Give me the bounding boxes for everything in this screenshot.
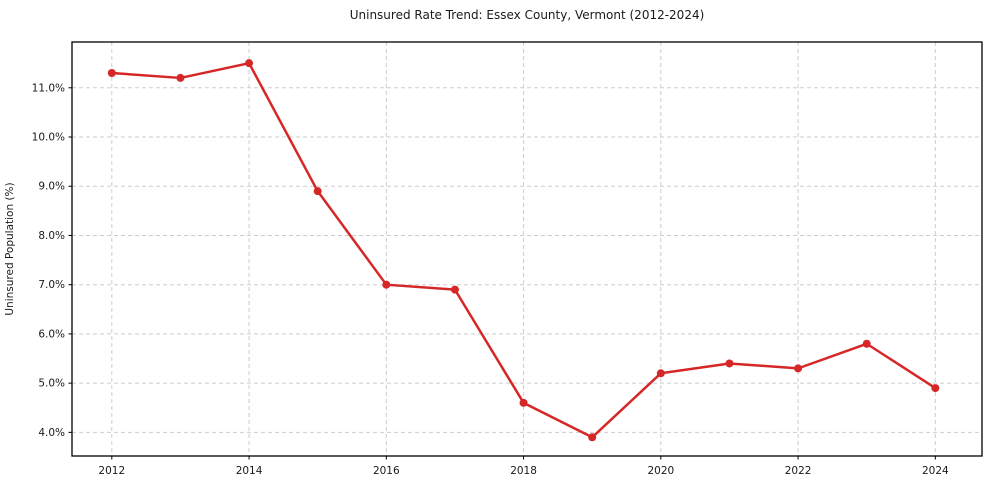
plot-border xyxy=(71,41,983,457)
data-point-marker xyxy=(862,339,871,348)
x-tick-label: 2012 xyxy=(98,465,125,477)
chart-title: Uninsured Rate Trend: Essex County, Verm… xyxy=(349,8,705,22)
y-tick-label: 10.0% xyxy=(32,132,65,144)
data-point-marker xyxy=(519,398,528,407)
data-point-marker xyxy=(931,384,940,393)
data-point-marker xyxy=(725,359,734,368)
data-point-marker xyxy=(656,369,665,378)
data-point-marker xyxy=(794,364,803,373)
y-tick-label: 11.0% xyxy=(32,82,65,94)
data-point-marker xyxy=(450,285,459,294)
x-tick-label: 2014 xyxy=(236,465,263,477)
y-tick-label: 6.0% xyxy=(38,328,65,340)
data-point-marker xyxy=(107,69,116,78)
y-tick-label: 8.0% xyxy=(38,230,65,242)
data-point-marker xyxy=(313,187,322,196)
data-point-marker xyxy=(382,280,391,289)
x-tick-label: 2024 xyxy=(922,465,949,477)
y-tick-label: 4.0% xyxy=(38,427,65,439)
y-tick-label: 9.0% xyxy=(38,181,65,193)
x-tick-label: 2016 xyxy=(373,465,400,477)
y-tick-label: 7.0% xyxy=(38,279,65,291)
data-point-marker xyxy=(588,433,597,442)
x-tick-label: 2018 xyxy=(510,465,537,477)
data-point-marker xyxy=(245,59,254,68)
y-tick-label: 5.0% xyxy=(38,378,65,390)
x-tick-label: 2022 xyxy=(785,465,812,477)
data-point-marker xyxy=(176,73,185,82)
x-tick-label: 2020 xyxy=(647,465,674,477)
